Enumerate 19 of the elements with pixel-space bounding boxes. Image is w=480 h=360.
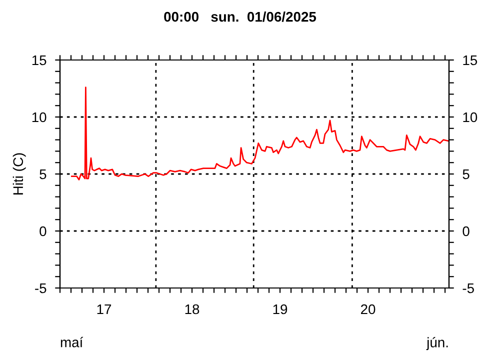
y2-tick-label: 0: [462, 226, 470, 236]
y-tick-label: 10: [32, 112, 46, 122]
y-tick-label: -5: [35, 283, 46, 294]
text: jún.: [426, 337, 448, 350]
chart-title: 00:00 sun. 01/06/2025: [164, 12, 316, 22]
y-axis-title: Hiti (C): [12, 153, 26, 194]
x-tick-label: 19: [273, 304, 288, 314]
x-tick-label: 17: [97, 304, 112, 314]
y2-tick-label: -5: [462, 283, 474, 294]
y-tick-label: 0: [40, 226, 46, 236]
y2-tick-label: 15: [463, 55, 478, 66]
y-tick-label: 5: [40, 169, 46, 180]
y2-tick-label: 10: [463, 112, 478, 122]
text: maí: [60, 336, 84, 348]
x-tick-label: 20: [361, 304, 376, 314]
line-series: [71, 86, 449, 180]
x-tick-label: 18: [185, 304, 200, 314]
y-tick-label: 15: [32, 55, 46, 66]
y2-tick-label: 5: [462, 169, 470, 180]
